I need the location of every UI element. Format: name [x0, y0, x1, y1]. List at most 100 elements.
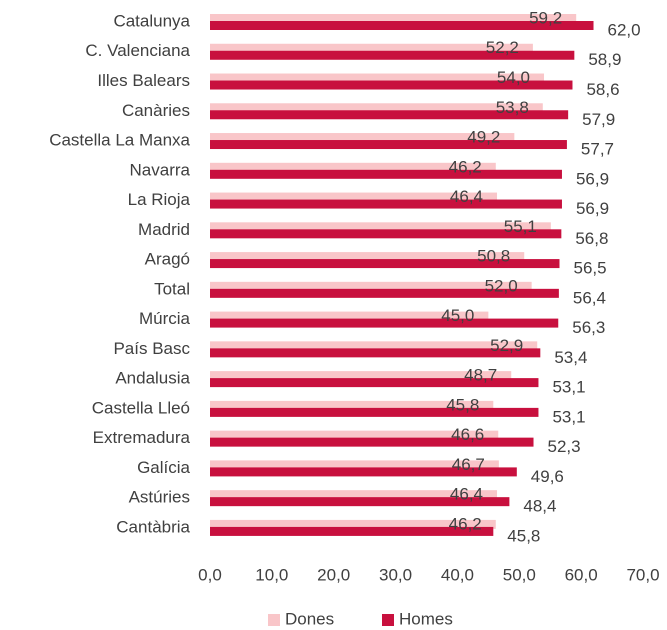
- category-label: Madrid: [138, 220, 190, 239]
- category-label: Cantàbria: [116, 517, 190, 536]
- bar: [210, 110, 569, 120]
- bar: [210, 50, 575, 60]
- bar: [210, 378, 539, 388]
- legend-swatch: [382, 614, 394, 626]
- bar: [210, 43, 533, 53]
- category-label: Castella La Manxa: [49, 131, 190, 150]
- value-label: 52,9: [490, 336, 523, 355]
- bar: [210, 430, 499, 440]
- category-label: Extremadura: [93, 428, 191, 447]
- bar: [210, 467, 517, 477]
- bar: [210, 192, 498, 202]
- value-label: 54,0: [497, 68, 530, 87]
- category-label: Andalusia: [115, 369, 190, 388]
- value-label: 46,2: [449, 157, 482, 176]
- x-tick-label: 0,0: [198, 565, 222, 584]
- bar: [210, 80, 573, 90]
- bar: [210, 21, 594, 30]
- value-label: 57,7: [581, 140, 614, 159]
- bar: [210, 490, 498, 500]
- value-label: 46,4: [450, 485, 483, 504]
- category-label: C. Valenciana: [85, 41, 190, 60]
- value-label: 56,9: [576, 169, 609, 188]
- value-label: 45,0: [441, 306, 474, 325]
- value-label: 57,9: [582, 110, 615, 129]
- category-label: Illes Balears: [97, 71, 190, 90]
- value-label: 50,8: [477, 247, 510, 266]
- bar: [210, 103, 543, 113]
- bar: [210, 140, 567, 150]
- bar: [210, 341, 538, 351]
- x-tick-label: 50,0: [503, 565, 536, 584]
- bar: [210, 133, 515, 143]
- category-label: País Basc: [113, 339, 190, 358]
- bar: [210, 222, 551, 232]
- x-tick-label: 10,0: [255, 565, 288, 584]
- x-tick-label: 40,0: [441, 565, 474, 584]
- value-label: 46,7: [452, 455, 485, 474]
- category-label: Navarra: [130, 160, 191, 179]
- bar: [210, 162, 496, 172]
- bar: [210, 348, 541, 358]
- value-label: 55,1: [504, 217, 537, 236]
- value-label: 52,0: [485, 276, 518, 295]
- bar: [210, 407, 539, 417]
- value-label: 56,5: [573, 259, 606, 278]
- bar: [210, 252, 525, 262]
- bar: [210, 526, 494, 536]
- bar: [210, 497, 510, 507]
- bar: [210, 460, 499, 470]
- value-label: 58,6: [586, 80, 619, 99]
- bar: [210, 73, 545, 83]
- value-label: 49,6: [531, 467, 564, 486]
- bar: [210, 281, 532, 291]
- category-label: Castella Lleó: [92, 398, 190, 417]
- value-label: 56,4: [573, 288, 606, 307]
- legend-swatch: [268, 614, 280, 626]
- value-label: 56,3: [572, 318, 605, 337]
- category-label: Canàries: [122, 101, 190, 120]
- bar: [210, 14, 577, 23]
- value-label: 46,4: [450, 187, 483, 206]
- bar: [210, 311, 489, 321]
- category-label: La Rioja: [128, 190, 191, 209]
- value-label: 46,6: [451, 425, 484, 444]
- value-label: 56,9: [576, 199, 609, 218]
- x-tick-label: 20,0: [317, 565, 350, 584]
- category-label: Múrcia: [139, 309, 191, 328]
- value-label: 58,9: [588, 50, 621, 69]
- x-tick-label: 30,0: [379, 565, 412, 584]
- bar: [210, 288, 559, 298]
- value-label: 56,8: [575, 229, 608, 248]
- value-label: 49,2: [467, 128, 500, 147]
- bar: [210, 229, 562, 239]
- x-tick-label: 70,0: [626, 565, 659, 584]
- value-label: 59,2: [529, 8, 562, 27]
- category-label: Astúries: [129, 488, 190, 507]
- x-tick-label: 60,0: [565, 565, 598, 584]
- bar: [210, 371, 512, 381]
- bar: [210, 199, 562, 209]
- value-label: 62,0: [608, 20, 641, 39]
- value-label: 52,2: [486, 38, 519, 57]
- value-label: 48,4: [523, 497, 556, 516]
- legend-label: Homes: [399, 609, 453, 628]
- value-label: 52,3: [548, 437, 581, 456]
- category-label: Aragó: [145, 250, 190, 269]
- value-label: 53,1: [552, 407, 585, 426]
- value-label: 46,2: [449, 514, 482, 533]
- category-label: Total: [154, 279, 190, 298]
- legend-label: Dones: [285, 609, 334, 628]
- value-label: 53,1: [552, 378, 585, 397]
- value-label: 53,4: [554, 348, 587, 367]
- category-label: Catalunya: [113, 11, 190, 30]
- category-label: Galícia: [137, 458, 190, 477]
- value-label: 45,8: [507, 526, 540, 545]
- bar: [210, 169, 562, 179]
- bar: [210, 318, 559, 328]
- value-label: 45,8: [446, 395, 479, 414]
- bar: [210, 259, 560, 269]
- value-label: 53,8: [496, 98, 529, 117]
- bar: [210, 400, 494, 410]
